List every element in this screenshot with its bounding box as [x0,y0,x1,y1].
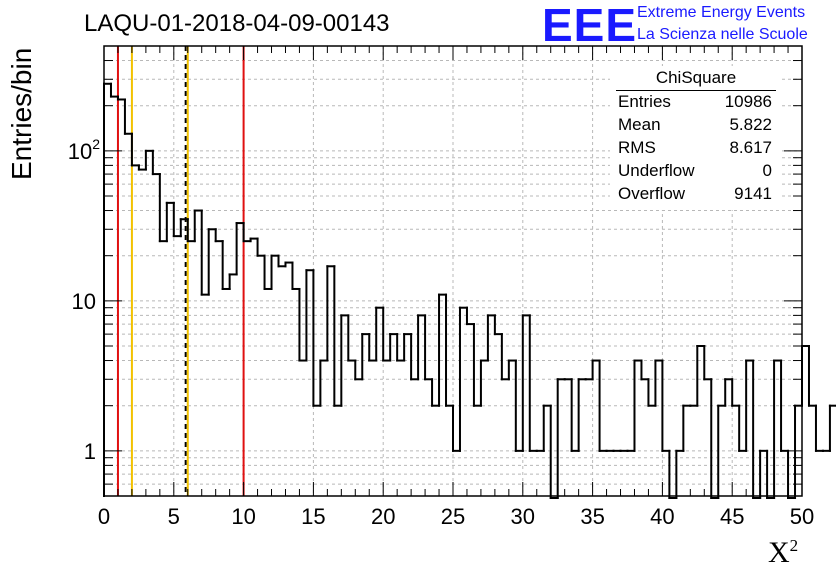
x-tick-label: 40 [650,504,674,529]
stats-key: Entries [618,92,671,111]
x-tick-label: 5 [168,504,180,529]
x-axis-label-superscript: 2 [789,536,799,555]
stats-row-underflow: Underflow 0 [618,161,772,183]
stats-value: 0 [762,161,772,180]
x-tick-label: 50 [790,504,814,529]
stats-value: 10986 [724,92,772,111]
stats-box: ChiSquare Entries 10986 Mean 5.822 RMS 8.61… [610,66,782,210]
logo-line-1: Extreme Energy Events [637,4,806,21]
x-tick-label: 20 [371,504,395,529]
y-tick-label: 10 [72,289,96,314]
stats-key: RMS [618,138,656,157]
eee-logo-mark: EEE [542,0,638,51]
x-tick-label: 45 [720,504,744,529]
x-tick-label: 15 [301,504,325,529]
histogram-series [103,82,836,499]
stats-divider [616,90,776,91]
y-axis-label: Entries/bin [6,47,37,180]
reference-lines [116,46,245,496]
stats-value: 5.822 [729,115,772,134]
x-tick-label: 25 [441,504,465,529]
x-tick-label: 30 [511,504,535,529]
y-tick-exponent: 2 [92,136,100,152]
stats-key: Mean [618,115,661,134]
x-axis-label: X2 [768,536,798,570]
stats-key: Overflow [618,184,686,203]
stats-key: Underflow [618,161,695,180]
stats-row-overflow: Overflow 9141 [618,184,772,206]
grid-lines [104,46,802,496]
x-tick-label: 0 [98,504,110,529]
y-tick-label: 102 [68,136,100,164]
x-tick-label: 10 [231,504,255,529]
stats-title: ChiSquare [655,68,737,87]
x-axis-label-base: X [768,536,790,569]
stats-row-rms: RMS 8.617 [618,138,772,160]
stats-value: 9141 [734,184,772,203]
chart-title: LAQU-01-2018-04-09-00143 [84,10,390,37]
x-tick-label: 35 [580,504,604,529]
stats-row-entries: Entries 10986 [618,92,772,114]
stats-value: 8.617 [729,138,772,157]
y-tick-label: 1 [84,439,96,464]
logo-line-2: La Scienza nelle Scuole [637,26,808,43]
stats-row-mean: Mean 5.822 [618,115,772,137]
